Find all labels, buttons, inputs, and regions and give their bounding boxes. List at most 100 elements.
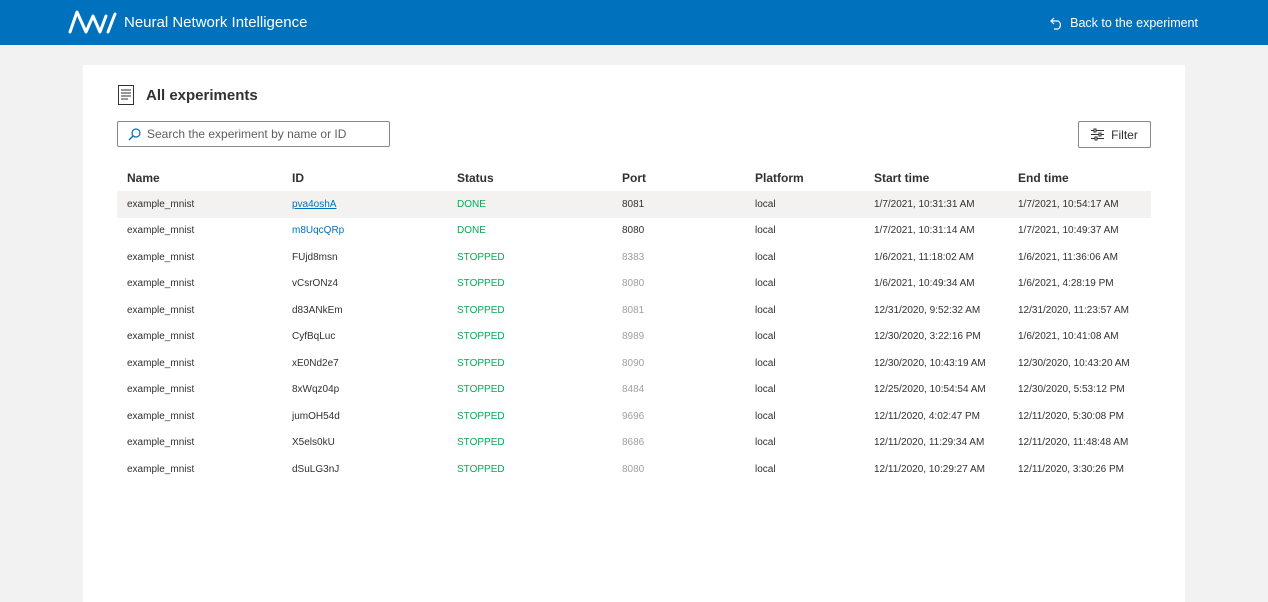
cell-platform: local xyxy=(755,251,776,263)
experiment-id: d83ANkEm xyxy=(292,304,343,316)
column-header-id[interactable]: ID xyxy=(292,171,304,185)
cell-port: 8080 xyxy=(622,463,645,475)
cell-name: example_mnist xyxy=(127,251,195,263)
table-row[interactable]: example_mnist X5els0kU STOPPED 8686 loca… xyxy=(117,430,1151,457)
cell-end-time: 12/30/2020, 5:53:12 PM xyxy=(1018,384,1125,396)
cell-port: 8080 xyxy=(622,278,645,290)
page-title: All experiments xyxy=(118,85,258,105)
status-badge: STOPPED xyxy=(457,331,505,343)
column-header-port[interactable]: Port xyxy=(622,171,646,185)
search-icon xyxy=(128,127,141,140)
table-header: Name ID Status Port Platform Start time … xyxy=(117,165,1151,191)
table-row[interactable]: example_mnist jumOH54d STOPPED 9696 loca… xyxy=(117,403,1151,430)
column-header-status[interactable]: Status xyxy=(457,171,494,185)
column-header-start-time[interactable]: Start time xyxy=(874,171,930,185)
filter-sliders-icon xyxy=(1091,128,1105,141)
cell-end-time: 1/6/2021, 10:41:08 AM xyxy=(1018,331,1119,343)
cell-start-time: 1/7/2021, 10:31:14 AM xyxy=(874,225,975,237)
table-row[interactable]: example_mnist vCsrONz4 STOPPED 8080 loca… xyxy=(117,271,1151,298)
cell-start-time: 12/25/2020, 10:54:54 AM xyxy=(874,384,986,396)
document-list-icon xyxy=(118,85,134,105)
cell-port: 8989 xyxy=(622,331,645,343)
cell-port: 8383 xyxy=(622,251,645,263)
undo-arrow-icon xyxy=(1050,17,1062,30)
cell-platform: local xyxy=(755,463,776,475)
status-badge: STOPPED xyxy=(457,304,505,316)
cell-end-time: 12/11/2020, 5:30:08 PM xyxy=(1018,410,1125,422)
cell-platform: local xyxy=(755,331,776,343)
table-row[interactable]: example_mnist m8UqcQRp DONE 8080 local 1… xyxy=(117,218,1151,245)
filter-button[interactable]: Filter xyxy=(1078,121,1151,148)
table-row[interactable]: example_mnist 8xWqz04p STOPPED 8484 loca… xyxy=(117,377,1151,404)
table-row[interactable]: example_mnist CyfBqLuc STOPPED 8989 loca… xyxy=(117,324,1151,351)
cell-platform: local xyxy=(755,384,776,396)
cell-start-time: 1/6/2021, 11:18:02 AM xyxy=(874,251,974,263)
cell-platform: local xyxy=(755,304,776,316)
cell-end-time: 12/11/2020, 11:48:48 AM xyxy=(1018,437,1129,449)
cell-name: example_mnist xyxy=(127,357,195,369)
status-badge: DONE xyxy=(457,225,486,237)
experiment-id-link[interactable]: pva4oshA xyxy=(292,198,337,210)
column-header-platform[interactable]: Platform xyxy=(755,171,804,185)
experiment-id: xE0Nd2e7 xyxy=(292,357,339,369)
table-row[interactable]: example_mnist FUjd8msn STOPPED 8383 loca… xyxy=(117,244,1151,271)
search-box[interactable] xyxy=(117,121,390,147)
status-badge: STOPPED xyxy=(457,437,505,449)
cell-start-time: 12/11/2020, 10:29:27 AM xyxy=(874,463,986,475)
cell-start-time: 12/30/2020, 10:43:19 AM xyxy=(874,357,986,369)
search-input[interactable] xyxy=(147,127,367,141)
cell-end-time: 12/30/2020, 10:43:20 AM xyxy=(1018,357,1130,369)
cell-port: 8090 xyxy=(622,357,645,369)
cell-platform: local xyxy=(755,410,776,422)
cell-end-time: 1/6/2021, 11:36:06 AM xyxy=(1018,251,1118,263)
nni-logo-icon xyxy=(68,10,117,34)
experiment-id-link[interactable]: m8UqcQRp xyxy=(292,225,345,237)
cell-name: example_mnist xyxy=(127,225,195,237)
cell-start-time: 12/11/2020, 4:02:47 PM xyxy=(874,410,981,422)
table-row[interactable]: example_mnist d83ANkEm STOPPED 8081 loca… xyxy=(117,297,1151,324)
table-row[interactable]: example_mnist pva4oshA DONE 8081 local 1… xyxy=(117,191,1151,218)
cell-end-time: 1/7/2021, 10:54:17 AM xyxy=(1018,198,1119,210)
experiment-id: FUjd8msn xyxy=(292,251,338,263)
app-title: Neural Network Intelligence xyxy=(124,14,308,31)
cell-start-time: 1/6/2021, 10:49:34 AM xyxy=(874,278,975,290)
cell-start-time: 12/31/2020, 9:52:32 AM xyxy=(874,304,981,316)
cell-platform: local xyxy=(755,198,776,210)
cell-port: 8081 xyxy=(622,304,645,316)
cell-platform: local xyxy=(755,437,776,449)
cell-name: example_mnist xyxy=(127,437,195,449)
cell-platform: local xyxy=(755,357,776,369)
back-to-experiment-link[interactable]: Back to the experiment xyxy=(1050,16,1198,30)
cell-name: example_mnist xyxy=(127,410,195,422)
cell-platform: local xyxy=(755,225,776,237)
cell-port: 9696 xyxy=(622,410,645,422)
status-badge: STOPPED xyxy=(457,278,505,290)
status-badge: STOPPED xyxy=(457,463,505,475)
experiment-id: dSuLG3nJ xyxy=(292,463,340,475)
cell-port: 8080 xyxy=(622,225,645,237)
cell-name: example_mnist xyxy=(127,331,195,343)
filter-label: Filter xyxy=(1111,127,1138,142)
cell-name: example_mnist xyxy=(127,304,195,316)
cell-name: example_mnist xyxy=(127,198,195,210)
top-bar: Neural Network Intelligence Back to the … xyxy=(0,0,1268,45)
cell-start-time: 1/7/2021, 10:31:31 AM xyxy=(874,198,975,210)
table-row[interactable]: example_mnist xE0Nd2e7 STOPPED 8090 loca… xyxy=(117,350,1151,377)
experiment-id: CyfBqLuc xyxy=(292,331,336,343)
table-row[interactable]: example_mnist dSuLG3nJ STOPPED 8080 loca… xyxy=(117,456,1151,483)
cell-port: 8686 xyxy=(622,437,645,449)
page-title-text: All experiments xyxy=(146,86,258,104)
column-header-name[interactable]: Name xyxy=(127,171,160,185)
experiment-id: vCsrONz4 xyxy=(292,278,339,290)
status-badge: STOPPED xyxy=(457,410,505,422)
experiments-panel: All experiments Filter Name ID Status Po… xyxy=(83,65,1185,602)
cell-platform: local xyxy=(755,278,776,290)
experiment-id: X5els0kU xyxy=(292,437,335,449)
cell-start-time: 12/11/2020, 11:29:34 AM xyxy=(874,437,985,449)
cell-end-time: 1/6/2021, 4:28:19 PM xyxy=(1018,278,1114,290)
cell-end-time: 1/7/2021, 10:49:37 AM xyxy=(1018,225,1119,237)
cell-port: 8081 xyxy=(622,198,645,210)
cell-name: example_mnist xyxy=(127,384,195,396)
column-header-end-time[interactable]: End time xyxy=(1018,171,1069,185)
back-link-label: Back to the experiment xyxy=(1070,16,1198,30)
